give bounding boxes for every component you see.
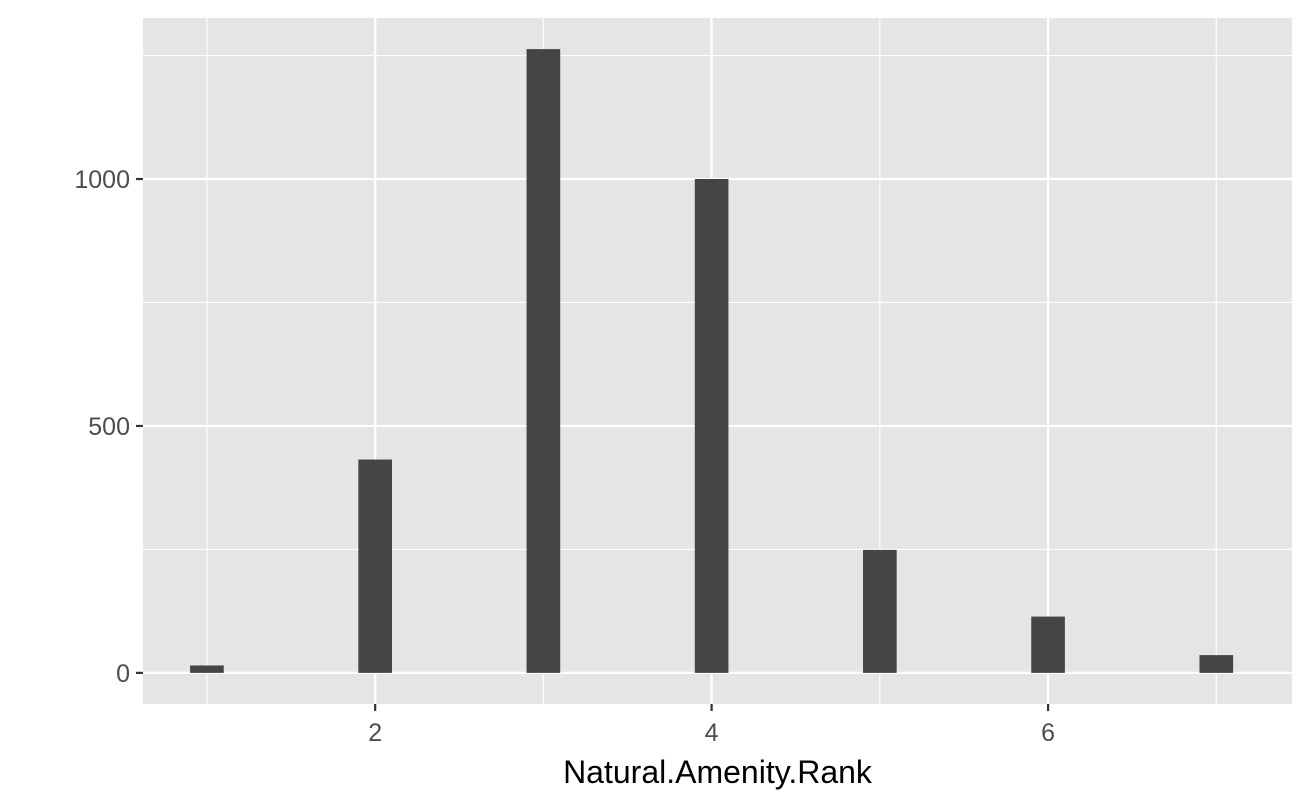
y-axis: 0 500 1000 xyxy=(74,166,143,688)
x-tick-label: 4 xyxy=(705,719,719,747)
y-tick-label: 1000 xyxy=(74,166,130,194)
x-tick-label: 6 xyxy=(1041,719,1055,747)
bar-rank-4 xyxy=(694,179,729,673)
y-tick-label: 500 xyxy=(88,413,130,441)
x-axis: 2 4 6 xyxy=(368,704,1055,747)
bar-rank-5 xyxy=(863,549,897,673)
bar-rank-7 xyxy=(1199,655,1234,673)
y-tick-label: 0 xyxy=(116,660,130,688)
bar-rank-3 xyxy=(526,49,561,673)
x-axis-title: Natural.Amenity.Rank xyxy=(563,754,873,790)
bars xyxy=(190,49,1234,673)
x-tick-label: 2 xyxy=(368,719,382,747)
bar-rank-1 xyxy=(190,665,224,673)
bar-rank-2 xyxy=(358,459,392,673)
bar-rank-6 xyxy=(1031,616,1065,673)
